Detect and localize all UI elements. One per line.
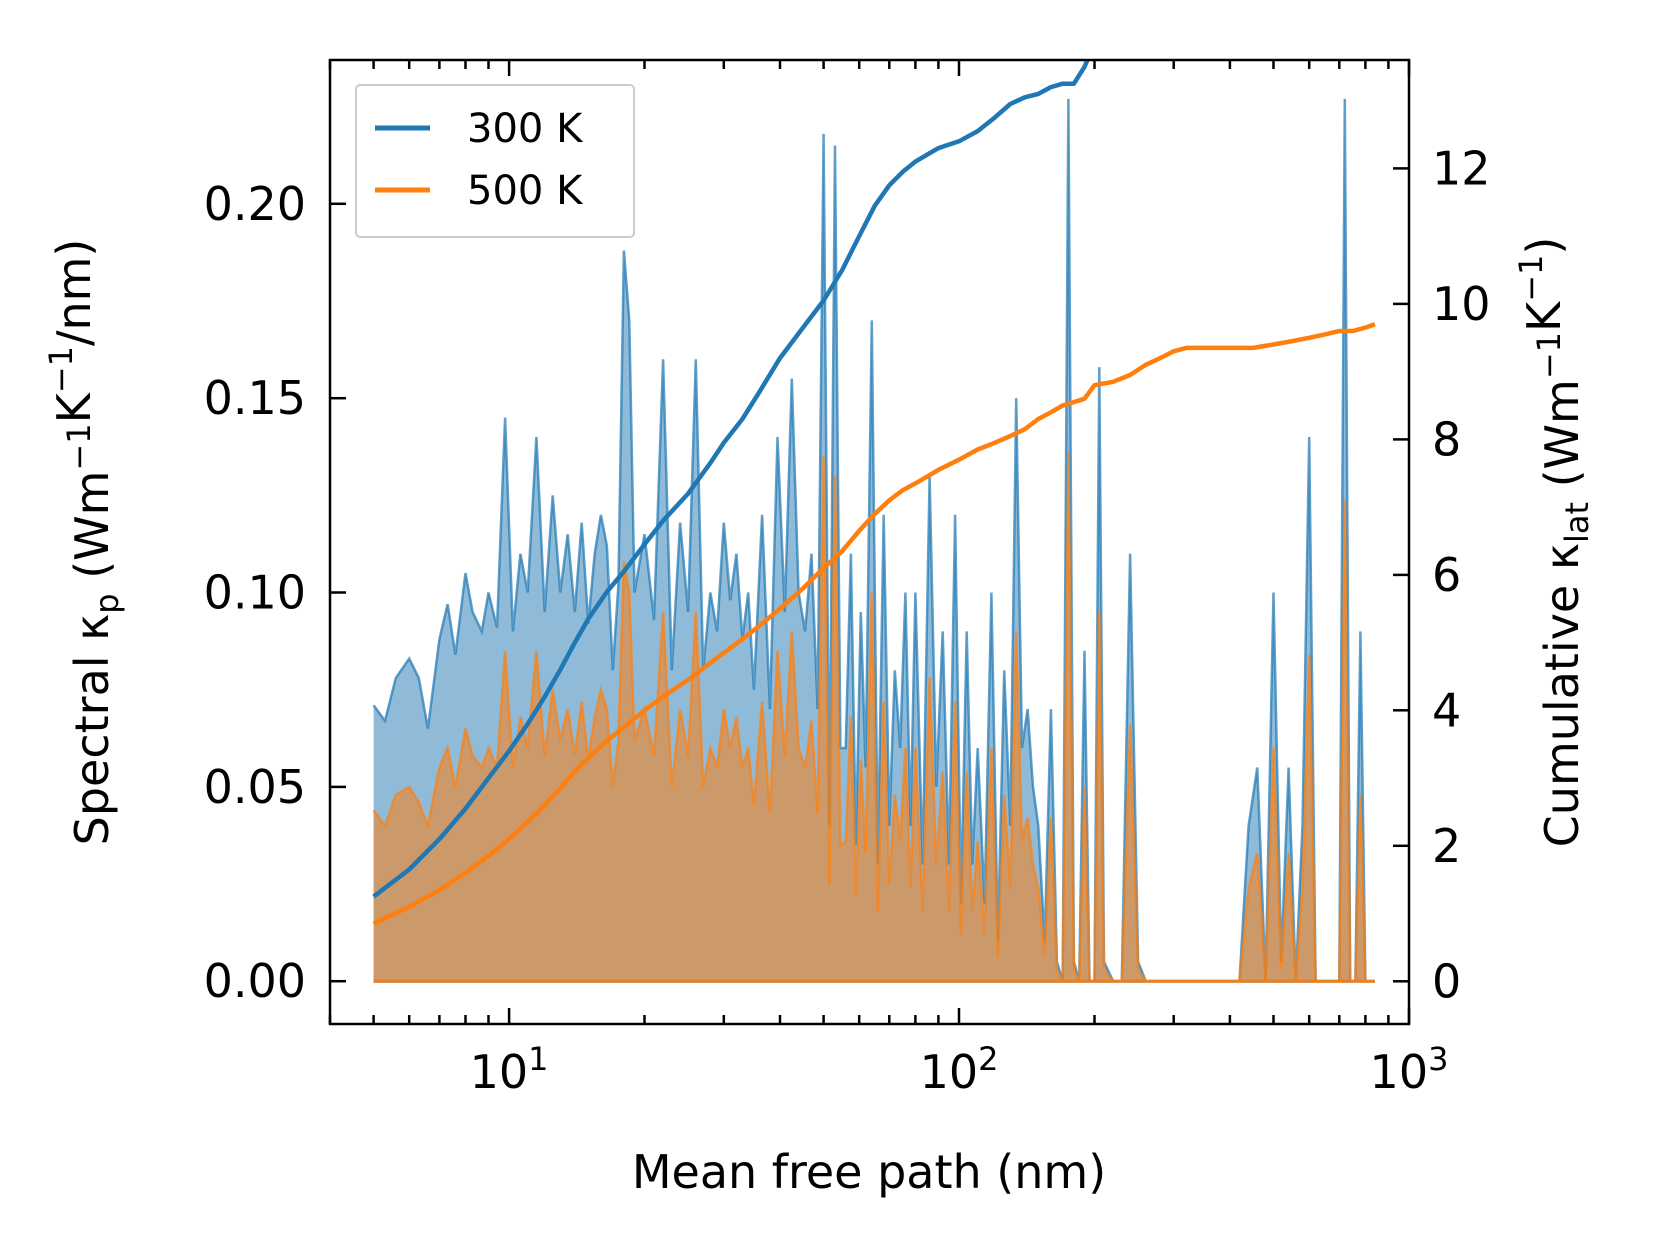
x-axis-label: Mean free path (nm)	[632, 1145, 1106, 1199]
x-tick-base: 10	[920, 1045, 979, 1099]
y-right-tick-label: 0	[1432, 954, 1461, 1008]
x-tick-exponent: 3	[1428, 1040, 1448, 1078]
x-tick-label: 101	[470, 1040, 549, 1099]
y-left-tick-label: 0.15	[204, 371, 306, 425]
x-tick-label: 102	[920, 1040, 999, 1099]
y-left-label-base: Spectral κ	[65, 614, 119, 846]
x-tick-exponent: 1	[528, 1040, 548, 1078]
y-left-tick-label: 0.05	[204, 760, 306, 814]
y-left-label-sub: p	[88, 593, 126, 613]
y-left-tick-label: 0.10	[204, 566, 306, 620]
y-right-label-after2: )	[1517, 237, 1571, 255]
x-tick-base: 10	[1370, 1045, 1429, 1099]
cumulative-line-300k	[372, 60, 1090, 899]
x-tick-label: 103	[1370, 1040, 1449, 1099]
cumulative-line-500k	[372, 322, 1376, 926]
y-right-label-k: K	[1517, 300, 1571, 332]
x-tick-exponent: 2	[978, 1040, 998, 1078]
y-axis-left-label: Spectral κp (Wm−1K−1/nm)	[42, 239, 126, 846]
y-right-label-units: (Wm	[1535, 379, 1589, 502]
plot-frame	[328, 58, 1411, 1026]
y-left-label-exp2: −1	[42, 346, 80, 393]
legend-label-300k: 300 K	[467, 106, 584, 152]
y-right-tick-label: 8	[1432, 412, 1461, 466]
legend-label-500k: 500 K	[467, 168, 584, 214]
plot-area	[372, 60, 1376, 983]
y-left-label-after2: /nm)	[47, 239, 101, 346]
y-right-label-sub: lat	[1558, 502, 1596, 543]
y-right-tick-label: 4	[1432, 683, 1461, 737]
y-right-label-base: Cumulative κ	[1535, 543, 1589, 847]
legend: 300 K 500 K	[355, 84, 635, 238]
y-axis-right-label: Cumulative κlat (Wm−1K−1)	[1512, 237, 1596, 848]
y-right-label-exp2: −1	[1512, 255, 1550, 302]
y-left-label-exp1: −1	[60, 423, 98, 470]
y-left-tick-label: 0.00	[204, 954, 306, 1008]
y-right-tick-label: 12	[1432, 141, 1491, 195]
y-right-tick-label: 2	[1432, 819, 1461, 873]
y-left-label-k: K	[47, 391, 101, 423]
y-left-tick-label: 0.20	[204, 177, 306, 231]
x-tick-base: 10	[470, 1045, 529, 1099]
y-right-tick-label: 6	[1432, 548, 1461, 602]
y-right-tick-label: 10	[1432, 277, 1491, 331]
y-right-label-exp1: −1	[1530, 332, 1568, 379]
y-left-label-units: (Wm	[65, 471, 119, 594]
legend-frame	[355, 84, 635, 238]
